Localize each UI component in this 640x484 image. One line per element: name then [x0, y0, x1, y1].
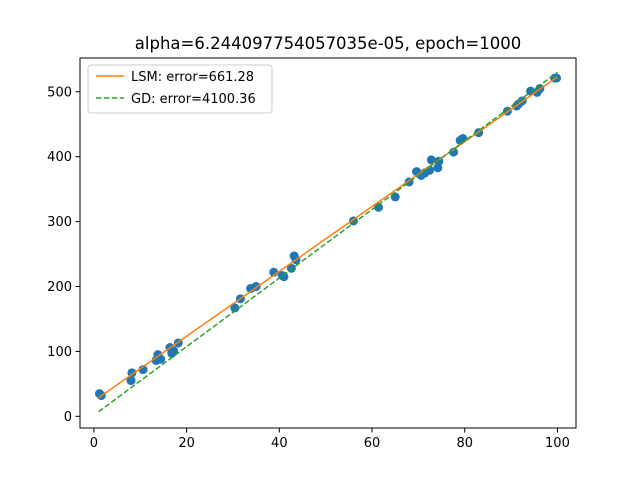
chart-title: alpha=6.244097754057035e-05, epoch=1000	[135, 34, 521, 53]
scatter-point	[426, 155, 436, 165]
x-tick-label: 100	[545, 436, 570, 451]
series-line-lsm	[98, 76, 558, 399]
legend: LSM: error=661.28 GD: error=4100.36	[87, 64, 273, 114]
scatter-point	[169, 346, 179, 356]
series-line-gd	[98, 71, 558, 413]
legend-label-lsm: LSM: error=661.28	[131, 70, 254, 85]
x-tick-label: 60	[364, 436, 381, 451]
x-axis: 0 20 40 60 80 100	[90, 428, 570, 451]
y-axis: 0 100 200 300 400 500	[47, 85, 80, 425]
x-tick-label: 80	[456, 436, 473, 451]
scatter-point	[156, 354, 166, 364]
y-tick-label: 400	[47, 150, 72, 165]
scatter-point	[230, 303, 240, 313]
x-tick-label: 0	[90, 436, 98, 451]
plot-marks	[94, 71, 562, 413]
scatter-point	[279, 272, 289, 282]
scatter-point	[374, 202, 384, 212]
scatter-point	[127, 368, 137, 378]
x-tick-label: 40	[271, 436, 288, 451]
y-tick-label: 300	[47, 215, 72, 230]
scatter-point	[126, 376, 136, 386]
scatter-point	[138, 365, 148, 375]
y-tick-label: 100	[47, 345, 72, 360]
x-tick-label: 20	[178, 436, 195, 451]
y-tick-label: 500	[47, 85, 72, 100]
legend-box	[87, 64, 273, 114]
legend-label-gd: GD: error=4100.36	[131, 92, 256, 107]
axes-frame	[79, 57, 577, 429]
y-tick-label: 200	[47, 280, 72, 295]
y-tick-label: 0	[64, 410, 72, 425]
